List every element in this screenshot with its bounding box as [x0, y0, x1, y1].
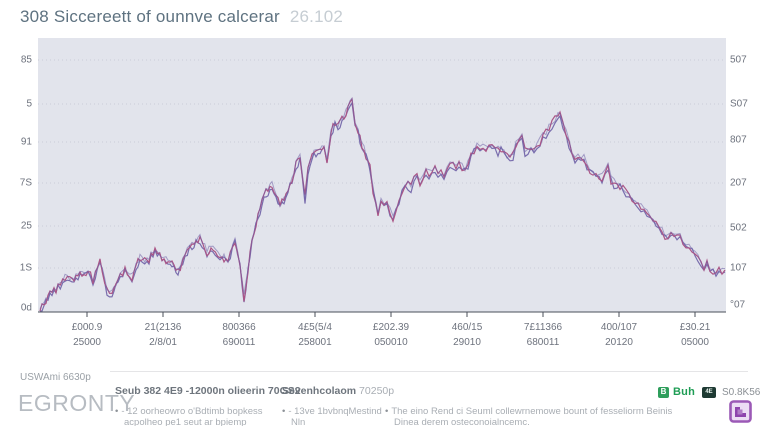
- y-axis-left-tick-label: 5: [26, 98, 32, 110]
- y-axis-left-tick-label: 1S: [19, 262, 32, 274]
- x-tick-line1: 21(2136: [144, 322, 182, 333]
- x-axis-tick-label: 400/107 20120: [579, 320, 659, 350]
- price-line-chart: [38, 38, 726, 317]
- x-axis-tick-label: 4£5(5/4 258001: [275, 320, 355, 350]
- share-badge-icon[interactable]: 4E: [701, 386, 716, 398]
- x-tick-line2: 050010: [374, 337, 408, 348]
- y-axis-right-tick-label: 107: [730, 262, 747, 274]
- footnote-1-body: • - 12 oorheowro o'Bdtimb bopkess acpolhe…: [115, 406, 301, 426]
- site-logo-icon[interactable]: [729, 400, 752, 423]
- chart-title: 308 Siccereett of ounnve calcerar: [20, 7, 280, 26]
- social-share[interactable]: B Buh 4E S0.8K56: [658, 386, 760, 398]
- source-label: USWAmi 6630p: [20, 372, 91, 383]
- x-tick-line1: £000.9: [71, 322, 103, 333]
- page-title: 308 Siccereett of ounnve calcerar 26.102: [20, 7, 343, 27]
- x-axis-tick-label: 7£11366 680011: [503, 320, 583, 350]
- footnote-2-title: Sevenhcolaom 70250p: [282, 386, 394, 397]
- x-axis-tick-label: 800366 690011: [199, 320, 279, 350]
- x-axis-tick-label: £202.39 050010: [351, 320, 431, 350]
- x-tick-line1: 7£11366: [523, 322, 563, 333]
- y-axis-left-tick-label: 85: [20, 54, 32, 66]
- bullet-icon: •: [282, 406, 286, 417]
- y-axis-right-tick-label: 207: [730, 177, 747, 189]
- y-axis-right-tick-label: 502: [730, 222, 747, 234]
- footnote-2: Sevenhcolaom 70250p • - 13ve 1bvbnqMestin…: [282, 386, 394, 426]
- x-axis-tick-label: £000.9 25000: [47, 320, 127, 350]
- footnote-1-line2: acpolheo pe1 seut ar bpiemp: [124, 417, 247, 426]
- share-count: S0.8K56: [721, 386, 760, 398]
- x-tick-line2: 690011: [222, 337, 256, 348]
- x-axis-tick-label: £30.21 05000: [655, 320, 735, 350]
- y-axis-right-tick-label: 507: [730, 54, 747, 66]
- footnote-2-line1: - 13ve 1bvbnqMestind: [288, 406, 382, 417]
- footnote-1-title: Seub 382 4E9 -12000n olieerin 70GS2: [115, 385, 301, 397]
- x-tick-line1: £30.21: [679, 322, 711, 333]
- y-axis-left-tick-label: 0d: [20, 302, 32, 314]
- x-tick-line1: 4£5(5/4: [298, 322, 332, 333]
- footnote-3-line1: The eino Rend ci Seuml collewrnemowe bou…: [391, 406, 673, 417]
- x-tick-line2: 2/8/01: [149, 337, 177, 348]
- chart-current-value: 26.102: [289, 7, 344, 26]
- y-axis-left-tick-label: 25: [20, 220, 32, 232]
- x-tick-line2: 05000: [681, 337, 709, 348]
- footnote-1: Seub 382 4E9 -12000n olieerin 70GS2 • - 1…: [115, 386, 301, 426]
- x-tick-line2: 29010: [453, 337, 481, 348]
- footnote-2-body: • - 13ve 1bvbnqMestind Nln: [282, 406, 394, 426]
- y-axis-right-tick-label: 807: [730, 134, 747, 146]
- x-axis-tick-label: 21(2136 2/8/01: [123, 320, 203, 350]
- footnote-1-line1: - 12 oorheowro o'Bdtimb bopkess: [121, 406, 263, 417]
- y-axis-right-tick-label: S07: [730, 98, 748, 110]
- plot-background: [38, 38, 726, 312]
- x-tick-line1: 800366: [222, 322, 256, 333]
- x-tick-line2: 20120: [605, 337, 633, 348]
- y-axis-right-tick-label: °07: [730, 299, 746, 311]
- x-axis-tick-label: 460/15 29010: [427, 320, 507, 350]
- footer-divider: [110, 371, 748, 372]
- footnote-2-title-lite: 70250p: [359, 385, 395, 397]
- x-tick-line2: 258001: [298, 337, 332, 348]
- footnote-3: • The eino Rend ci Seuml collewrnemowe bo…: [385, 406, 672, 426]
- chart-plot-area: [38, 38, 726, 318]
- x-tick-line1: £202.39: [372, 322, 410, 333]
- x-tick-line2: 680011: [526, 337, 560, 348]
- x-tick-line1: 460/15: [451, 322, 483, 333]
- bullet-icon: •: [385, 406, 389, 417]
- footnote-3-line2: Dinea derem osteconoialncemc.: [394, 417, 530, 426]
- price-line-purple-strand: [39, 96, 725, 309]
- bullet-icon: •: [115, 406, 119, 417]
- x-tick-line1: 400/107: [600, 322, 638, 333]
- share-icon[interactable]: B: [658, 386, 669, 398]
- footnote-2-line2: Nln: [291, 417, 306, 426]
- x-tick-line2: 25000: [73, 337, 101, 348]
- footnote-2-title-dark: Sevenhcolaom: [282, 385, 357, 397]
- footnote-3-body: • The eino Rend ci Seuml collewrnemowe bo…: [385, 406, 672, 426]
- y-axis-left-tick-label: 91: [20, 136, 32, 148]
- brand-logo-text: EGRONTY: [18, 390, 136, 416]
- y-axis-left-tick-label: 7S: [19, 177, 32, 189]
- share-label[interactable]: Buh: [673, 386, 695, 398]
